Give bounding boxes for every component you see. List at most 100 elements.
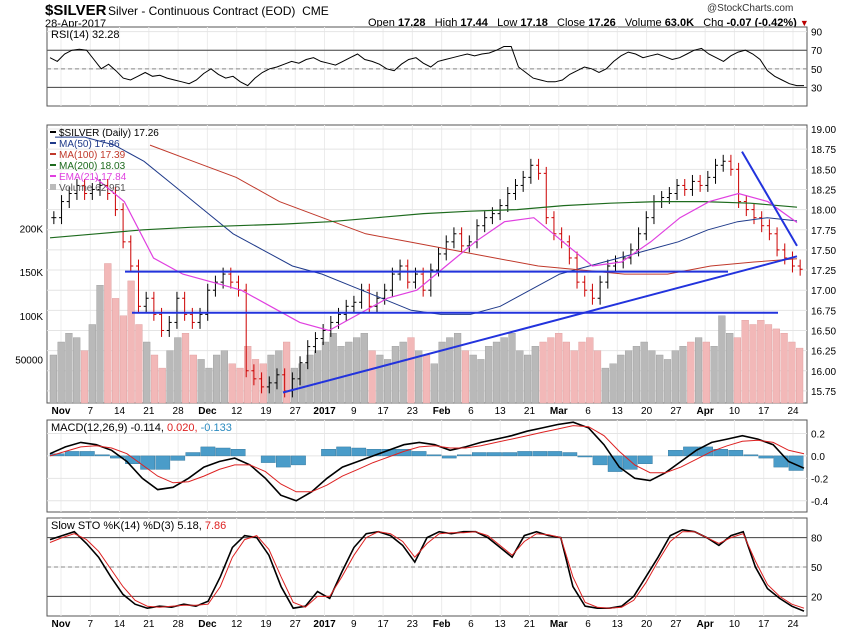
volume-bar (275, 350, 283, 404)
volume-bar (500, 337, 508, 404)
volume-bar (329, 333, 337, 404)
macd-value: -0.114, (130, 422, 167, 434)
chg-value: -0.07 (-0.42%) (726, 17, 797, 29)
sto-x-tick-20: 20 (641, 619, 653, 630)
macd-tick-label-3: -0.4 (811, 497, 829, 508)
macd-hist-bar (200, 446, 216, 457)
price-x-tick-13: Feb (433, 406, 451, 417)
volume-bar (360, 333, 368, 404)
sto-x-tick-11: 17 (378, 619, 390, 630)
ma200-line (49, 201, 798, 239)
macd-hist-bar (276, 455, 291, 468)
volume-bar (337, 346, 345, 404)
legend-entry-1: MA(50) 17.86 (59, 139, 120, 150)
legend-entry-0: $SILVER (Daily) 17.26 (59, 128, 159, 139)
contract-name: Silver - Continuous Contract (EOD) (108, 4, 296, 18)
sto-x-tick-8: 27 (290, 619, 302, 630)
sto-k-value: 5.18, (177, 520, 205, 532)
volume-bar (438, 341, 446, 404)
sto-d-value: 7.86 (205, 520, 226, 532)
price-x-tick-6: 12 (231, 406, 243, 417)
volume-bar (516, 350, 524, 404)
price-x-tick-11: 17 (378, 406, 390, 417)
price-x-tick-18: 6 (585, 406, 591, 417)
volume-bar (570, 350, 578, 404)
macd-hist-bar (517, 451, 533, 457)
symbol-title: $SILVER (45, 2, 107, 19)
volume-label: Volume (624, 17, 662, 29)
volume-bar (469, 354, 477, 404)
volume-bar (111, 298, 120, 404)
macd-hist-bar (110, 455, 125, 459)
volume-bar (290, 367, 299, 404)
volume-bar (788, 341, 796, 404)
volume-bar (73, 337, 81, 404)
macd-tick-label-2: -0.2 (811, 474, 829, 485)
volume-bar (562, 341, 571, 404)
macd-hist-bar (230, 449, 246, 457)
volume-bar (695, 337, 703, 404)
macd-hist-bar (155, 455, 171, 470)
volume-bar (531, 346, 539, 404)
macd-line (49, 421, 805, 502)
macd-hist-bar (351, 447, 367, 457)
macd-hist-bar (728, 450, 744, 457)
price-x-tick-17: Mar (550, 406, 568, 417)
volume-bar (220, 350, 229, 404)
sto-x-tick-15: 13 (495, 619, 507, 630)
sto-tick-label-2: 20 (811, 592, 823, 603)
volume-bar (710, 346, 718, 404)
low-label: Low (497, 17, 518, 29)
macd-hist-bar (532, 451, 548, 457)
volume-bar (632, 346, 641, 404)
volume-bar (477, 359, 485, 404)
sto-x-tick-17: Mar (550, 619, 568, 630)
price-x-tick-25: 24 (787, 406, 799, 417)
sto-x-tick-2: 14 (114, 619, 126, 630)
sto-x-tick-1: 7 (87, 619, 93, 630)
macd-hist-bar (441, 455, 457, 459)
price-x-tick-24: 17 (758, 406, 770, 417)
price-tick-label-8: 17.00 (811, 286, 836, 297)
volume-bar (461, 350, 470, 404)
macd-hist-bar (140, 455, 156, 470)
price-x-tick-21: 27 (670, 406, 682, 417)
ema21-line (94, 176, 798, 332)
sto-title: Slow STO %K(14) %D(3) 5.18, 7.86 (51, 520, 226, 532)
volume-bar (508, 333, 516, 404)
volume-bar (547, 337, 555, 404)
sto-tick-label-1: 50 (811, 563, 823, 574)
volume-bar (407, 337, 415, 404)
sto-x-tick-6: 12 (231, 619, 243, 630)
sto-d-line (49, 531, 805, 609)
price-tick-label-2: 18.50 (811, 165, 836, 176)
price-tick-label-9: 16.75 (811, 306, 836, 317)
volume-bar (80, 350, 89, 404)
volume-bar (236, 367, 244, 404)
falling-trendline (741, 151, 798, 247)
sto-x-tick-25: 24 (787, 619, 799, 630)
close-label: Close (557, 17, 586, 29)
price-tick-label-5: 17.75 (811, 226, 836, 237)
sto-x-tick-10: 9 (351, 619, 357, 630)
volume-bar (104, 263, 112, 404)
macd-signal-line (49, 425, 805, 493)
macd-hist-bar (683, 446, 698, 457)
volume-bar (212, 354, 221, 404)
volume-bar (733, 337, 742, 404)
macd-signal-value: 0.020, (167, 422, 201, 434)
volume-tick-label-0: 200K (20, 225, 44, 236)
rising-trendline (282, 255, 798, 394)
sto-x-tick-14: 6 (468, 619, 474, 630)
macd-hist-bar (291, 455, 306, 466)
volume-bar (368, 350, 376, 404)
volume-bar (539, 341, 547, 404)
volume-bar (555, 333, 563, 404)
open-value: 17.28 (397, 17, 426, 29)
volume-bar (640, 341, 648, 404)
volume-bar (119, 315, 128, 404)
volume-bar (446, 337, 454, 404)
price-x-tick-23: 10 (729, 406, 741, 417)
volume-bar (726, 333, 734, 404)
volume-bar (244, 346, 252, 404)
